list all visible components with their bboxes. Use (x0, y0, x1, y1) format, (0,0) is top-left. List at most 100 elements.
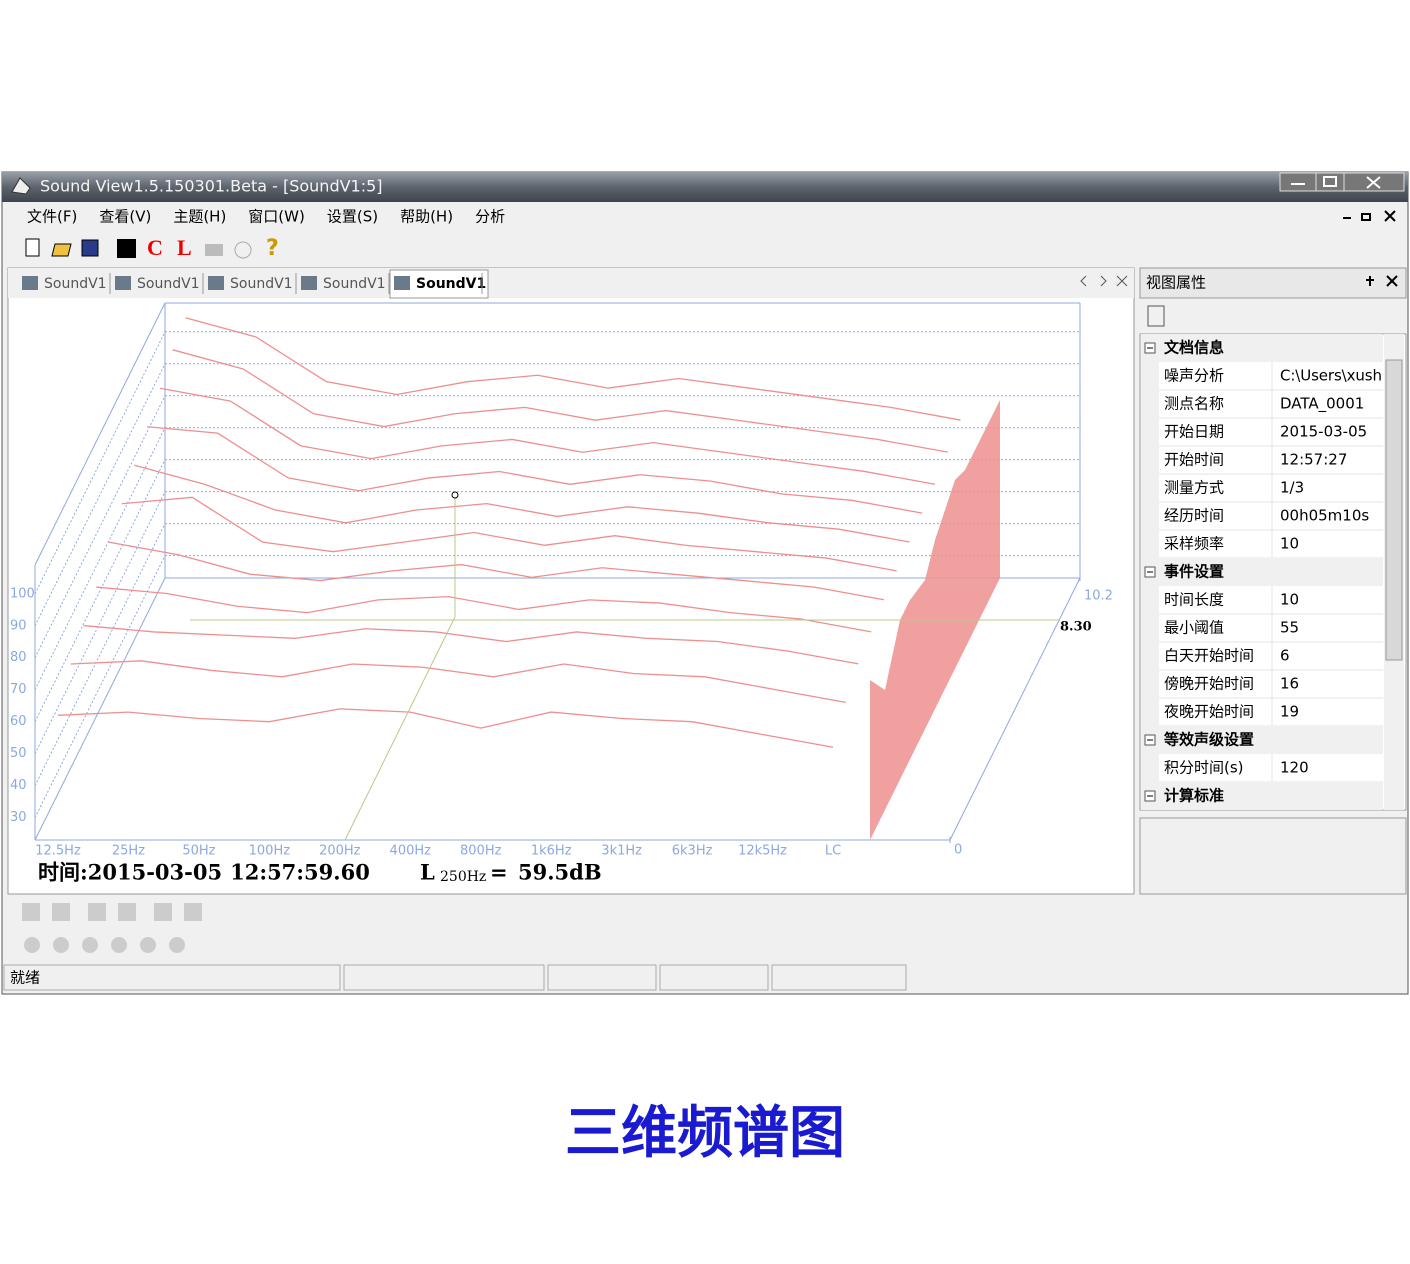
tab-label[interactable]: SoundV1 (230, 276, 293, 292)
l-icon[interactable]: L (177, 235, 192, 260)
scrollbar-thumb[interactable] (1385, 359, 1403, 661)
spectrum-trace (96, 586, 872, 633)
property-value[interactable]: C:\Users\xush (1280, 367, 1382, 385)
panel-sort-icon[interactable] (1147, 305, 1165, 327)
panel-buttons[interactable] (1366, 275, 1398, 287)
menu-item[interactable]: 主题(H) (173, 208, 226, 226)
help-icon[interactable]: ? (266, 236, 279, 261)
property-name: 积分时间(s) (1164, 759, 1244, 777)
property-name: 夜晚开始时间 (1164, 703, 1254, 721)
depth-tick-label: 0 (954, 843, 962, 858)
title-bar (2, 172, 1408, 202)
row-gutter (1141, 390, 1159, 418)
tab-label[interactable]: SoundV1 (44, 276, 107, 292)
row-gutter (1141, 698, 1159, 726)
level-band: 250Hz (440, 869, 486, 885)
tab-label[interactable]: SoundV1 (416, 276, 486, 292)
property-value[interactable]: 19 (1280, 703, 1299, 721)
section-name: 计算标准 (1164, 787, 1224, 805)
property-value[interactable]: 55 (1280, 619, 1299, 637)
app-icon (11, 177, 31, 195)
time-readout: 12:57:59.60 (230, 860, 370, 885)
z-tick-label: 30 (10, 810, 27, 825)
tab-nav[interactable] (1080, 275, 1128, 287)
row-gutter (1141, 502, 1159, 530)
menu-bar: 文件(F) 查看(V) 主题(H) 窗口(W) 设置(S) 帮助(H) 分析 (27, 208, 505, 226)
property-name: 傍晚开始时间 (1164, 675, 1254, 693)
menu-item[interactable]: 文件(F) (27, 208, 77, 226)
menu-item[interactable]: 设置(S) (327, 208, 378, 226)
property-value[interactable]: 16 (1280, 675, 1299, 693)
property-value[interactable]: DATA_0001 (1280, 395, 1364, 414)
tab-icon (301, 276, 317, 290)
level-symbol: L (420, 860, 435, 885)
section-name: 等效声级设置 (1164, 731, 1254, 749)
toolbar: C L ? (25, 235, 279, 261)
menu-item[interactable]: 查看(V) (99, 208, 151, 226)
section-row (1141, 726, 1383, 754)
spectrum-trace (159, 387, 936, 485)
chart-icon[interactable] (205, 244, 223, 256)
spectrum-trace (147, 426, 923, 514)
spectrum-trace (70, 660, 846, 704)
side-grid-line (34, 459, 166, 722)
spectrum-trace (134, 464, 910, 543)
property-name: 测量方式 (1164, 479, 1224, 497)
side-grid-line (34, 395, 166, 658)
menu-item[interactable]: 窗口(W) (248, 208, 305, 226)
property-value[interactable]: 2015-03-05 (1280, 423, 1367, 441)
spectrum-trace (83, 624, 859, 665)
property-value[interactable]: 00h05m10s (1280, 507, 1369, 525)
property-value[interactable]: 10 (1280, 535, 1299, 553)
x-tick-label: 100Hz (249, 844, 291, 859)
tab-icon (394, 276, 410, 290)
spectrum-trace (172, 349, 948, 453)
x-tick-label: 1k6Hz (531, 844, 572, 859)
section-row (1141, 334, 1383, 362)
minimize-button[interactable] (1279, 172, 1317, 192)
property-value[interactable]: 1/3 (1280, 479, 1304, 497)
description-box (1139, 817, 1407, 895)
menu-item[interactable]: 帮助(H) (400, 208, 453, 226)
maximize-button[interactable] (1315, 172, 1345, 192)
x-tick-label: 25Hz (112, 844, 145, 859)
x-tick-label: 12k5Hz (738, 844, 787, 859)
menu-item[interactable]: 分析 (475, 208, 505, 226)
tab-label[interactable]: SoundV1 (323, 276, 386, 292)
x-tick-label: 3k1Hz (601, 844, 642, 859)
time-readout: 2015-03-05 (88, 860, 222, 885)
section-row (1141, 558, 1383, 586)
c-icon[interactable]: C (147, 235, 163, 260)
window-title: Sound View1.5.150301.Beta - [SoundV1:5] (40, 177, 383, 196)
x-tick-label: 6k3Hz (672, 844, 713, 859)
section-name: 文档信息 (1164, 339, 1224, 357)
z-tick-label: 60 (10, 714, 27, 729)
cursor-line (344, 616, 456, 841)
property-value[interactable]: 12:57:27 (1280, 451, 1347, 469)
save-icon[interactable] (81, 239, 99, 257)
add-icon[interactable] (234, 241, 252, 259)
mdi-buttons[interactable] (1343, 210, 1396, 222)
spectrum-trace (57, 708, 834, 748)
property-value[interactable]: 6 (1280, 647, 1290, 665)
x-tick-label: 50Hz (182, 844, 215, 859)
property-value[interactable]: 10 (1280, 591, 1299, 609)
tabs: SoundV1 SoundV1 SoundV1 SoundV1 SoundV1 (22, 269, 489, 299)
row-gutter (1141, 362, 1159, 390)
x-tick-label: 800Hz (460, 844, 502, 859)
property-name: 测点名称 (1164, 395, 1224, 413)
x-tick-label: 12.5Hz (35, 844, 81, 859)
z-tick-label: 80 (10, 650, 27, 665)
side-grid-line (34, 523, 166, 786)
spectrum-trace (185, 317, 961, 421)
level-value: 59.5dB (518, 860, 602, 885)
row-gutter (1141, 670, 1159, 698)
new-icon[interactable] (25, 238, 40, 257)
x-tick-label: 400Hz (390, 844, 432, 859)
row-gutter (1141, 586, 1159, 614)
stop-icon[interactable] (117, 239, 136, 258)
open-icon[interactable] (51, 243, 72, 257)
property-value[interactable]: 120 (1280, 759, 1309, 777)
tab-label[interactable]: SoundV1 (137, 276, 200, 292)
